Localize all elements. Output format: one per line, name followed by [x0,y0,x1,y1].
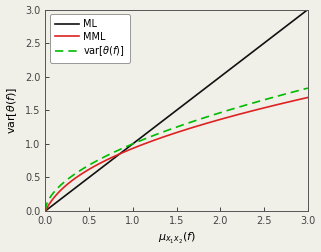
var$[\theta(f)]$ [43,209,47,212]
Legend: ML, MML, var$[\theta(f)]$: ML, MML, var$[\theta(f)]$ [50,14,130,63]
MML [248,110,252,113]
var$[\theta(f)]$ [248,102,252,105]
var$[\theta(f)]$ [253,101,257,104]
Line: MML: MML [45,98,308,211]
MML [253,109,257,112]
ML [253,49,257,52]
MML [224,116,228,119]
var$[\theta(f)]$ [150,135,153,138]
MML [159,136,163,139]
MML [43,209,47,212]
ML [159,121,163,124]
ML [248,52,252,55]
ML [43,209,47,212]
var$[\theta(f)]$ [159,131,163,134]
MML [70,179,74,182]
ML [70,189,74,192]
MML [150,140,153,143]
Line: var$[\theta(f)]$: var$[\theta(f)]$ [45,88,308,210]
ML [150,128,153,131]
ML [306,8,310,11]
var$[\theta(f)]$ [224,110,228,113]
X-axis label: $\mu_{x_1 x_2}(f)$: $\mu_{x_1 x_2}(f)$ [158,231,195,246]
var$[\theta(f)]$ [70,174,74,177]
var$[\theta(f)]$ [306,87,310,90]
MML [306,96,310,99]
Y-axis label: var$[\theta(f)]$: var$[\theta(f)]$ [5,87,19,134]
Line: ML: ML [45,10,308,211]
ML [224,71,228,74]
